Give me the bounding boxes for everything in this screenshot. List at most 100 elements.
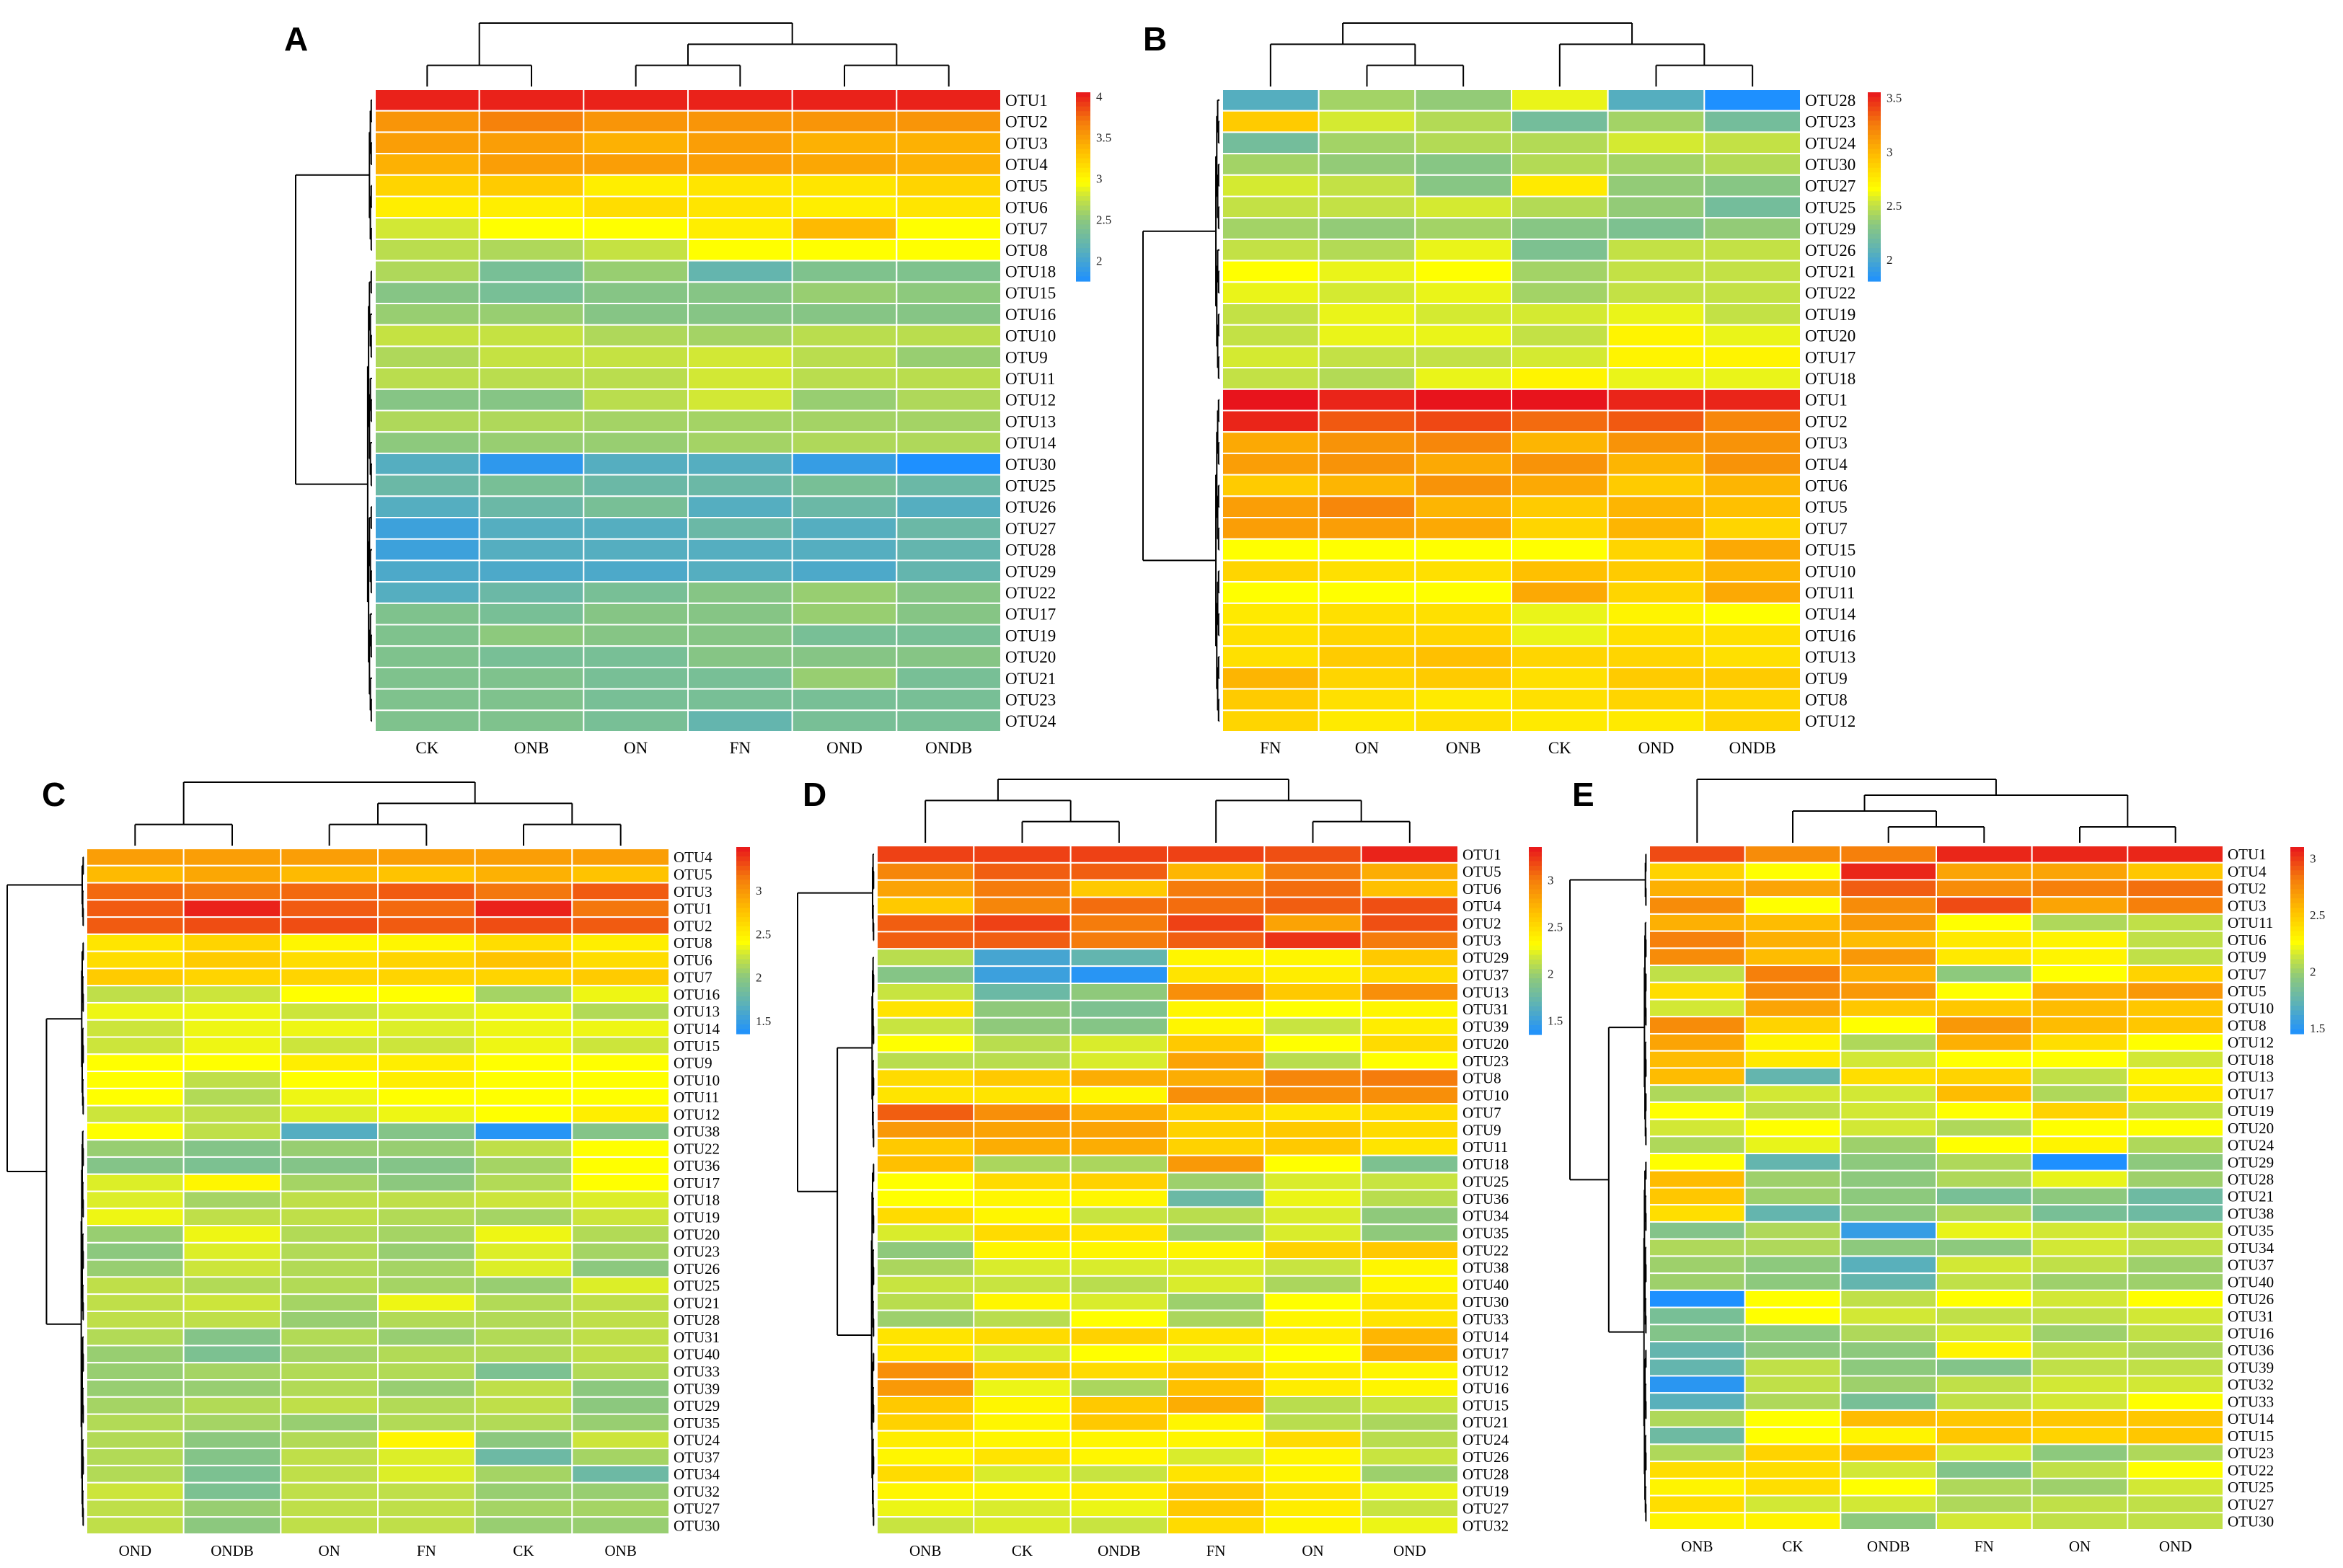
colorbar-segment [1076,219,1090,225]
heatmap-cell [1360,965,1459,984]
heatmap-cell [1414,602,1513,626]
row-label: OTU29 [1462,949,1509,967]
column-label: FN [1974,1538,1994,1555]
colorbar-segment [2290,949,2304,955]
heatmap-cell [474,985,573,1004]
heatmap-cell [1744,1221,1842,1240]
row-label: OTU12 [2228,1034,2274,1051]
heatmap-cell [280,1122,379,1141]
colorbar-segment [1868,252,1881,258]
heatmap-cell [571,1122,670,1141]
colorbar-segment [1868,234,1881,239]
row-label: OTU6 [1005,198,1048,216]
colorbar-segment [2290,936,2304,942]
colorbar-tick-label: 1.5 [756,1014,771,1028]
colorbar-segment [736,861,750,867]
heatmap-cell [280,1053,379,1073]
heatmap-cell [571,882,670,901]
heatmap-cell [474,933,573,952]
heatmap-cell [1936,930,2033,949]
heatmap-cell [374,688,480,712]
heatmap-cell [1649,1341,1746,1360]
heatmap-cell [377,1241,476,1261]
heatmap-cell [583,153,689,176]
heatmap-cell [1936,1477,2033,1497]
heatmap-cell [374,324,480,347]
heatmap-cell [791,474,898,497]
heatmap-cell [1167,1051,1266,1071]
heatmap-cell [1360,1361,1459,1381]
row-label: OTU8 [674,934,712,952]
row-label: OTU4 [2228,863,2267,880]
colorbar-segment [2290,912,2304,918]
heatmap-cell [182,916,282,935]
heatmap-cell [478,388,585,412]
heatmap-cell [1511,238,1609,262]
heatmap-cell [791,559,898,583]
heatmap-cell [1936,998,2033,1018]
heatmap-cell [1607,517,1706,540]
heatmap-cell [1263,965,1362,984]
heatmap-cell [1360,1016,1459,1036]
heatmap-cell [687,431,793,454]
heatmap-cell [1069,1292,1168,1311]
heatmap-cell [474,1122,573,1141]
heatmap-cell [2127,1426,2224,1445]
heatmap-cell [1840,861,1937,881]
row-label: OTU20 [2228,1120,2274,1137]
heatmap-cell [1222,281,1320,304]
heatmap-cell [1360,1137,1459,1156]
heatmap-cell [1840,1341,1937,1360]
heatmap-cell [374,474,480,497]
heatmap-cell [2127,1306,2224,1326]
heatmap-cell [1511,324,1609,347]
heatmap-cell [1703,195,1801,219]
heatmap-cell [374,110,480,133]
heatmap-cell [896,709,1002,732]
heatmap-cell [571,1481,670,1501]
heatmap-cell [1511,260,1609,283]
heatmap-cell [1703,131,1801,155]
colorbar-segment [1529,880,1542,885]
heatmap-cell [2031,1512,2129,1531]
heatmap-cell [474,1516,573,1536]
colorbar-tick-label: 3 [2310,852,2316,866]
row-label: OTU20 [1005,648,1056,666]
heatmap-cell [478,281,585,304]
heatmap-cell [1744,1101,1842,1120]
heatmap-cell [1649,965,1746,983]
colorbar-segment [2290,847,2304,853]
heatmap-cell [86,1276,185,1295]
heatmap-cell [377,1087,476,1107]
row-label: OTU22 [1805,284,1856,302]
heatmap-cell [280,1379,379,1398]
row-label: OTU7 [1462,1104,1501,1121]
colorbar-segment [1868,248,1881,254]
colorbar-segment [1076,229,1090,235]
heatmap-cell [478,581,585,604]
heatmap-cell [280,899,379,918]
heatmap-cell [1069,1481,1168,1501]
heatmap-cell [1936,1032,2033,1052]
colorbar-segment [1868,205,1881,211]
heatmap-cell [182,1190,282,1210]
colorbar-segment [736,959,750,965]
colorbar-segment [1529,936,1542,942]
heatmap-cell [791,495,898,518]
heatmap-cell [1263,1103,1362,1122]
row-label: OTU10 [1805,562,1856,580]
heatmap-cell [86,1053,185,1073]
heatmap-cell [973,1344,1072,1363]
heatmap-cell [1703,495,1801,518]
heatmap-cell [2031,1306,2129,1326]
colorbar-segment [1529,926,1542,932]
colorbar-segment [1529,885,1542,890]
row-label: OTU12 [674,1106,720,1123]
heatmap-cell [1607,345,1706,369]
heatmap-cell [1936,879,2033,898]
heatmap-cell [86,1071,185,1089]
heatmap-cell [2031,947,2129,967]
heatmap-cell [374,388,480,412]
heatmap-cell [377,1053,476,1073]
heatmap-cell [1263,1481,1362,1501]
